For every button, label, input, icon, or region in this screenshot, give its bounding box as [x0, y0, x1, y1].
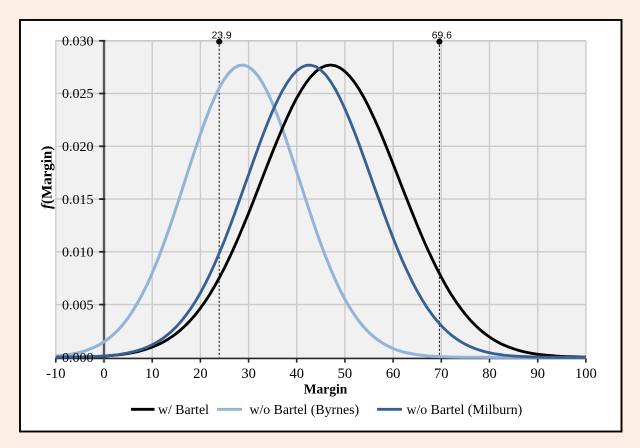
- svg-text:40: 40: [289, 366, 304, 382]
- svg-text:0.020: 0.020: [62, 140, 94, 155]
- svg-text:w/o Bartel (Byrnes): w/o Bartel (Byrnes): [250, 402, 360, 418]
- svg-text:0.030: 0.030: [62, 35, 94, 50]
- svg-text:23.9: 23.9: [212, 31, 232, 42]
- svg-text:90: 90: [530, 366, 545, 382]
- svg-text:0: 0: [100, 366, 107, 382]
- svg-text:70: 70: [434, 366, 449, 382]
- svg-text:80: 80: [482, 366, 497, 382]
- svg-text:30: 30: [241, 366, 256, 382]
- svg-text:0.000: 0.000: [62, 351, 94, 366]
- svg-text:69.6: 69.6: [432, 31, 452, 42]
- svg-text:50: 50: [338, 366, 353, 382]
- svg-text:-10: -10: [46, 366, 65, 382]
- svg-text:f(Margin): f(Margin): [39, 146, 55, 209]
- svg-text:10: 10: [145, 366, 160, 382]
- svg-text:w/ Bartel: w/ Bartel: [158, 402, 209, 417]
- svg-text:0.005: 0.005: [62, 298, 94, 313]
- svg-text:w/o Bartel (Milburn): w/o Bartel (Milburn): [407, 402, 523, 418]
- svg-text:0.010: 0.010: [62, 246, 94, 261]
- svg-text:20: 20: [193, 366, 208, 382]
- svg-text:Margin: Margin: [304, 382, 348, 397]
- svg-text:100: 100: [575, 366, 597, 382]
- svg-text:0.015: 0.015: [62, 193, 94, 208]
- svg-text:60: 60: [386, 366, 401, 382]
- svg-text:0.025: 0.025: [62, 87, 94, 102]
